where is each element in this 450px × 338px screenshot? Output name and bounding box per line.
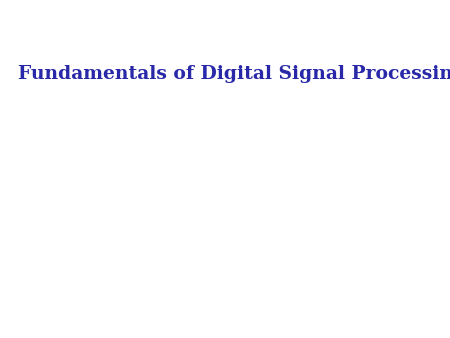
Text: Fundamentals of Digital Signal Processing: Fundamentals of Digital Signal Processin… xyxy=(18,65,450,83)
